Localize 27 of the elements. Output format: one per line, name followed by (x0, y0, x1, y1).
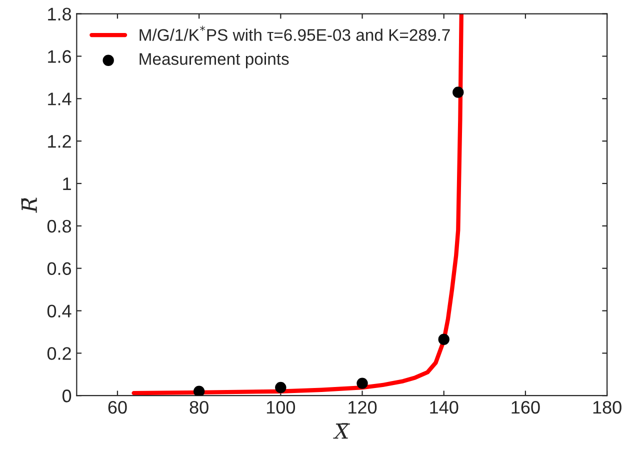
y-tick-label: 1.8 (48, 8, 72, 21)
line-series (132, 14, 464, 396)
x-tick-label: 60 (108, 400, 127, 414)
x-tick-label: 140 (430, 400, 458, 414)
point (275, 382, 286, 394)
x-tick-label: 100 (266, 400, 296, 414)
point (193, 386, 205, 396)
x-tick-label: 80 (190, 400, 208, 414)
y-tick-label: 1.4 (48, 92, 72, 106)
y-tick-label: 0.6 (47, 262, 72, 276)
y-tick-label: 0.4 (47, 304, 72, 318)
point (452, 86, 464, 98)
y-tick-label: 1 (63, 178, 71, 190)
point (356, 378, 368, 389)
y-tick-label: 0.8 (47, 220, 72, 233)
y-tick-label: 1.6 (48, 50, 72, 63)
point (438, 334, 450, 345)
legend-label: M/G/1/K$^{*}$PS with τ=6.95E-03 and K=289.7 (140, 26, 450, 41)
legend-label: Measurement points (140, 52, 289, 68)
y-tick-label: 0 (62, 390, 72, 402)
y-axis-title: R̄ (21, 198, 37, 213)
x-axis-title: X̄ (333, 423, 350, 439)
y-tick-label: 1.2 (48, 135, 71, 148)
x-tick-label: 180 (593, 400, 622, 414)
y-tick-label: 0.2 (47, 347, 71, 360)
x-tick-label: 120 (348, 400, 377, 414)
x-tick-label: 160 (512, 400, 540, 414)
